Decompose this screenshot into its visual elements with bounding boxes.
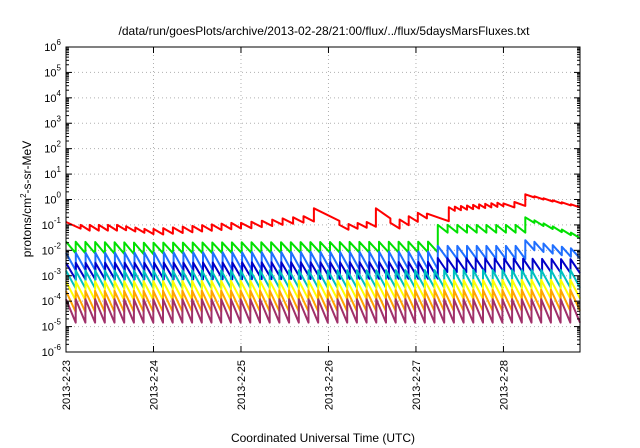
y-tick-label: 100 [44,191,61,207]
y-axis-label-post: -s-sr-MeV [20,141,34,194]
x-tick-label: 2013-2-24 [148,360,160,410]
x-axis-label: Coordinated Universal Time (UTC) [231,431,415,445]
y-tick-label: 104 [44,89,61,105]
x-tick-label: 2013-2-27 [411,360,423,410]
y-tick-labels: 10-6 10-5 10-4 10-3 10-2 10-1 100 101 102 103 104 1… [42,38,62,359]
y-tick-label: 105 [44,63,61,79]
y-tick-label: 102 [44,140,61,156]
x-tick-label: 2013-2-28 [498,360,510,410]
y-tick-label: 106 [44,38,61,54]
y-tick-label: 10-4 [42,292,62,308]
y-tick-label: 10-3 [42,267,62,283]
y-tick-label: 103 [44,114,61,130]
flux-series-8 [65,298,581,324]
axis-ticks [65,46,580,353]
y-tick-label: 10-6 [42,343,62,359]
y-axis-label-sup: 2 [19,193,28,198]
x-tick-label: 2013-2-23 [61,360,73,410]
y-tick-label: 10-2 [42,241,62,257]
y-axis-label-pre: protons/cm [20,198,34,257]
y-tick-label: 10-5 [42,318,62,334]
flux-series-3 [65,239,581,272]
chart-title: /data/run/goesPlots/archive/2013-02-28/2… [119,24,531,38]
y-tick-label: 101 [44,165,61,181]
x-tick-labels: 2013-2-23 2013-2-24 2013-2-25 2013-2-26 2013… [61,360,510,410]
y-tick-label: 10-1 [42,216,62,232]
y-axis-label: protons/cm2-s-sr-MeV [19,141,34,257]
x-tick-label: 2013-2-26 [323,360,335,410]
flux-series-1 [65,193,581,236]
flux-series-2 [65,216,581,256]
x-tick-label: 2013-2-25 [236,360,248,410]
series-layer [65,193,581,324]
